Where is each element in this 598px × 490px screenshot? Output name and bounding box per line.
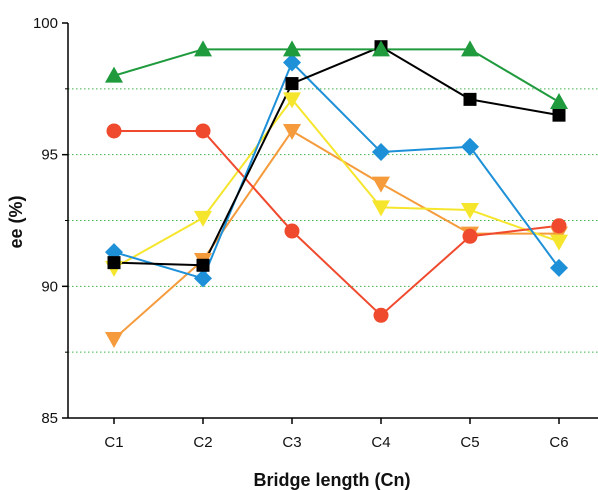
axes <box>62 22 598 424</box>
x-tick-label: C1 <box>104 434 123 451</box>
data-point-marker <box>283 123 301 140</box>
data-point-marker <box>461 40 479 57</box>
series-line <box>113 61 560 280</box>
data-point-marker <box>551 218 567 234</box>
y-tick-label: 100 <box>33 15 58 32</box>
data-point-marker <box>105 332 123 348</box>
series-line <box>113 45 560 267</box>
data-point-marker <box>284 223 300 239</box>
series-markers <box>105 40 568 348</box>
y-tick-label: 90 <box>41 278 58 295</box>
data-point-marker <box>195 123 211 139</box>
x-tick-label: C2 <box>193 434 212 451</box>
data-point-marker <box>106 123 122 139</box>
tick-labels: 85 90 95 100 C1 C2 C3 C4 C5 C6 <box>33 15 569 451</box>
data-point-marker <box>550 258 568 277</box>
x-tick-label: C3 <box>282 434 301 451</box>
data-point-marker <box>196 258 210 272</box>
y-tick-label: 85 <box>41 410 58 427</box>
data-point-marker <box>283 40 301 57</box>
data-point-marker <box>194 40 212 57</box>
data-point-marker <box>372 176 390 193</box>
x-tick-label: C5 <box>460 434 479 451</box>
series-lines <box>113 45 560 340</box>
data-point-marker <box>107 256 121 270</box>
x-tick-label: C4 <box>371 434 390 451</box>
data-point-marker <box>194 269 212 288</box>
data-point-marker <box>372 200 390 217</box>
data-point-marker <box>550 93 568 109</box>
data-point-marker <box>461 202 479 219</box>
data-point-marker <box>552 108 566 122</box>
data-point-marker <box>372 40 390 57</box>
x-tick-label: C6 <box>549 434 568 451</box>
data-point-marker <box>463 92 477 106</box>
data-point-marker <box>105 66 123 83</box>
data-point-marker <box>461 137 479 156</box>
data-point-marker <box>285 77 299 91</box>
data-point-marker <box>283 92 301 109</box>
series-line <box>113 129 559 340</box>
y-axis-title: ee (%) <box>6 195 26 248</box>
series-line <box>113 98 560 269</box>
grid-lines <box>68 88 598 353</box>
series-line <box>113 48 560 103</box>
series-line <box>114 129 560 317</box>
y-tick-label: 95 <box>41 147 58 164</box>
x-axis-title: Bridge length (Cn) <box>254 470 411 490</box>
data-point-marker <box>462 228 478 244</box>
data-point-marker <box>283 53 301 72</box>
data-point-marker <box>194 210 212 227</box>
data-point-marker <box>550 234 568 251</box>
data-point-marker <box>373 307 389 323</box>
data-point-marker <box>372 143 390 162</box>
